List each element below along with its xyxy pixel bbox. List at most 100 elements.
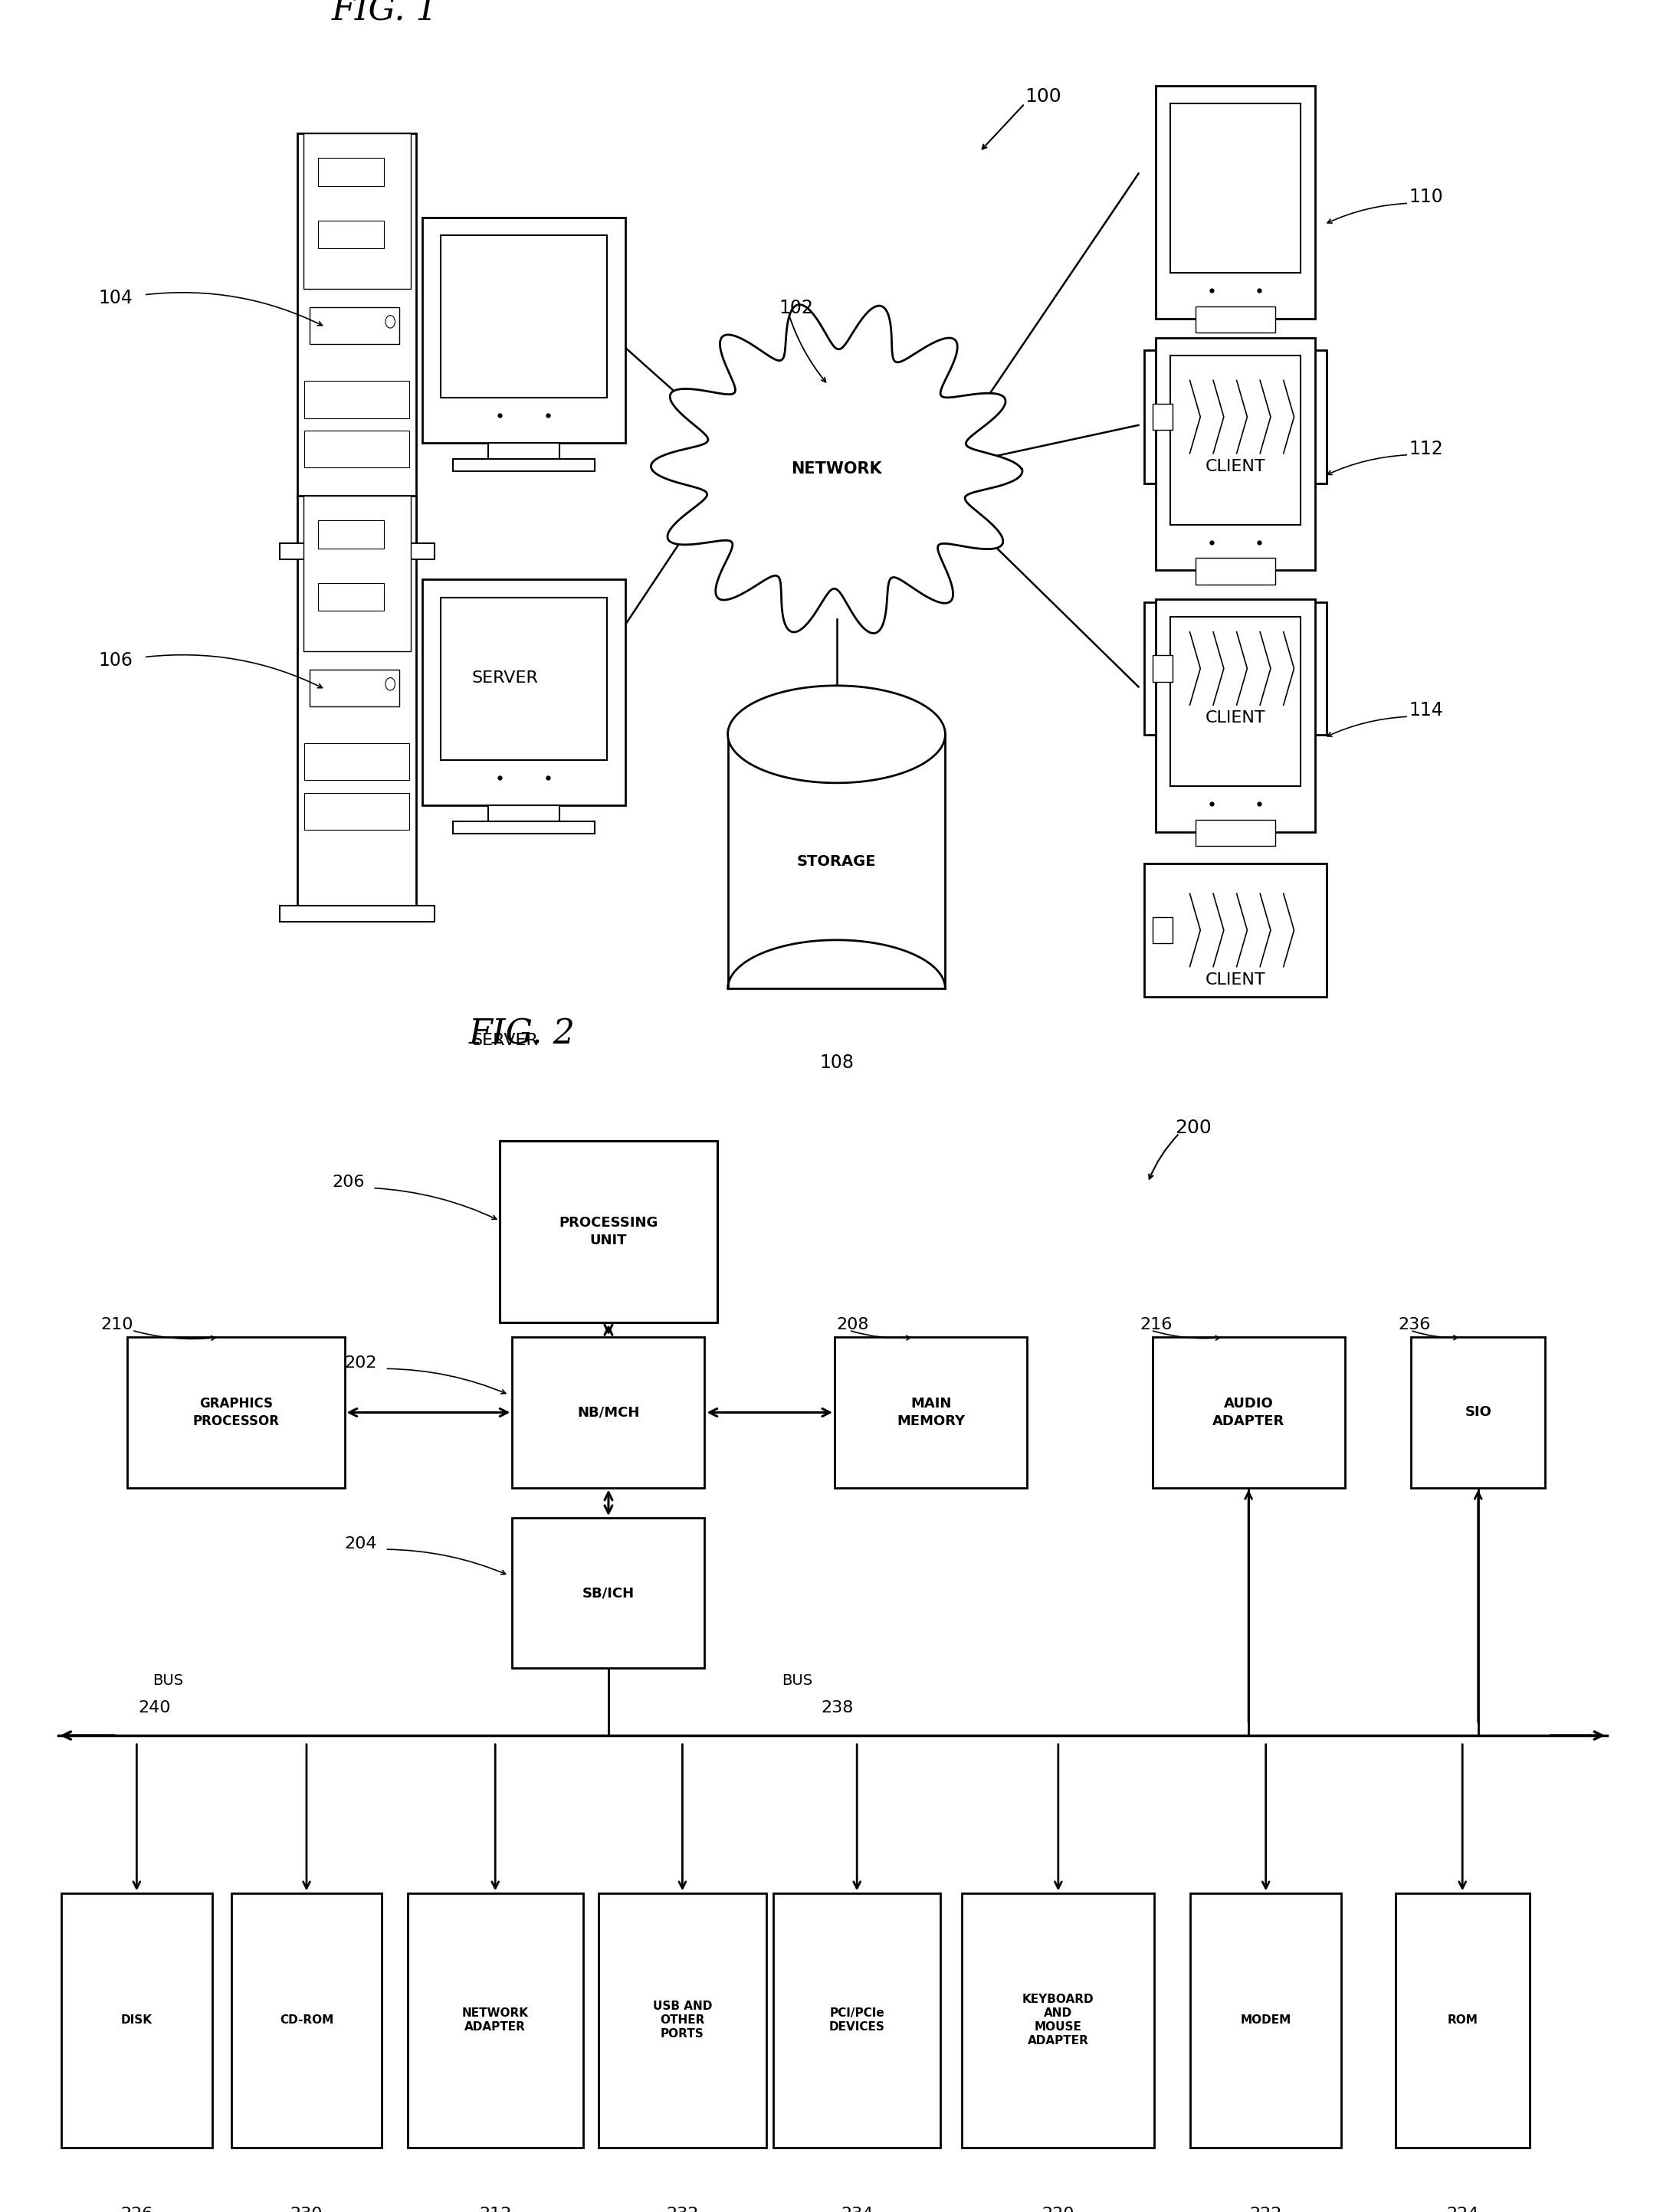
Bar [599,1893,766,2148]
Bar [962,1893,1154,2148]
Bar [318,582,383,611]
Bar [318,221,383,248]
Bar [489,805,559,821]
Bar [298,133,417,542]
Text: SIO: SIO [1466,1405,1492,1420]
Text: 224: 224 [1445,2205,1479,2212]
Text: 112: 112 [1409,440,1442,458]
Text: 114: 114 [1409,701,1442,719]
Text: BUS: BUS [152,1674,184,1688]
Bar [1196,821,1275,847]
Bar [303,133,410,290]
Text: 220: 220 [1042,2205,1074,2212]
Bar [1153,403,1173,429]
Text: NETWORK
ADAPTER: NETWORK ADAPTER [462,2008,529,2033]
Text: PCI/PCIe
DEVICES: PCI/PCIe DEVICES [830,2008,885,2033]
Text: CLIENT: CLIENT [1205,458,1266,473]
Text: 208: 208 [836,1316,868,1332]
Bar [1153,1338,1345,1489]
Bar [512,1338,704,1489]
Bar [423,217,626,442]
Text: 204: 204 [345,1535,378,1551]
Bar [773,1893,940,2148]
Bar [1153,916,1173,942]
Bar [279,542,435,560]
Text: SB/ICH: SB/ICH [582,1586,634,1599]
Bar [489,442,559,458]
Bar [423,580,626,805]
Text: 210: 210 [100,1316,134,1332]
Bar [1144,602,1327,734]
Circle shape [385,316,395,327]
Bar [1196,305,1275,332]
Text: NB/MCH: NB/MCH [577,1405,639,1420]
Bar [304,380,410,418]
Text: BUS: BUS [781,1674,813,1688]
Bar [1156,86,1315,319]
Text: 226: 226 [120,2205,152,2212]
Bar [318,520,383,549]
Bar [1156,599,1315,832]
Bar [728,734,945,989]
Text: USB AND
OTHER
PORTS: USB AND OTHER PORTS [652,2000,713,2039]
Polygon shape [728,686,945,783]
Text: 202: 202 [345,1356,378,1371]
Text: MAIN
MEMORY: MAIN MEMORY [897,1396,965,1429]
Text: 216: 216 [1139,1316,1173,1332]
Text: 108: 108 [820,1053,853,1073]
Text: 100: 100 [1024,86,1061,106]
Text: 102: 102 [780,299,813,316]
Text: 106: 106 [99,650,134,670]
Text: SERVER: SERVER [472,1033,539,1048]
Bar [127,1338,345,1489]
Text: SERVER: SERVER [472,670,539,686]
Text: 222: 222 [1250,2205,1282,2212]
Polygon shape [651,305,1022,633]
Bar [304,743,410,781]
Text: 232: 232 [666,2205,699,2212]
Bar [1412,1338,1546,1489]
Text: 240: 240 [139,1701,171,1717]
Bar [1171,104,1300,272]
Bar [318,157,383,186]
Bar [279,905,435,922]
Text: DISK: DISK [120,2015,152,2026]
Bar [310,670,400,706]
Text: 234: 234 [842,2205,873,2212]
Bar [1144,349,1327,482]
Bar [310,307,400,345]
Text: AUDIO
ADAPTER: AUDIO ADAPTER [1213,1396,1285,1429]
Bar [1156,338,1315,571]
Circle shape [385,677,395,690]
Text: FIG. 2: FIG. 2 [468,1018,576,1051]
Bar [1144,865,1327,995]
Bar [1395,1893,1529,2148]
Text: 206: 206 [333,1175,365,1190]
Bar [440,597,607,761]
Text: 236: 236 [1399,1316,1430,1332]
Text: 110: 110 [1409,188,1442,206]
Text: ROM: ROM [1447,2015,1477,2026]
Bar [835,1338,1027,1489]
Text: CD-ROM: CD-ROM [279,2015,333,2026]
Bar [1153,655,1173,681]
Text: GRAPHICS
PROCESSOR: GRAPHICS PROCESSOR [192,1396,279,1429]
Text: CLIENT: CLIENT [1205,710,1266,726]
Text: PROCESSING
UNIT: PROCESSING UNIT [559,1217,657,1248]
Text: MODEM: MODEM [1240,2015,1292,2026]
Bar [1171,356,1300,524]
Bar [500,1141,718,1323]
Bar [231,1893,381,2148]
Bar [62,1893,212,2148]
Bar [304,792,410,830]
Bar [298,495,417,905]
Bar [304,431,410,467]
Text: 104: 104 [99,288,134,307]
Bar [1171,617,1300,787]
Text: CLIENT: CLIENT [1205,973,1266,987]
Bar [453,821,594,834]
Text: 230: 230 [289,2205,323,2212]
Text: FIG. 1: FIG. 1 [331,0,438,27]
Text: 200: 200 [1174,1119,1211,1137]
Bar [453,458,594,471]
